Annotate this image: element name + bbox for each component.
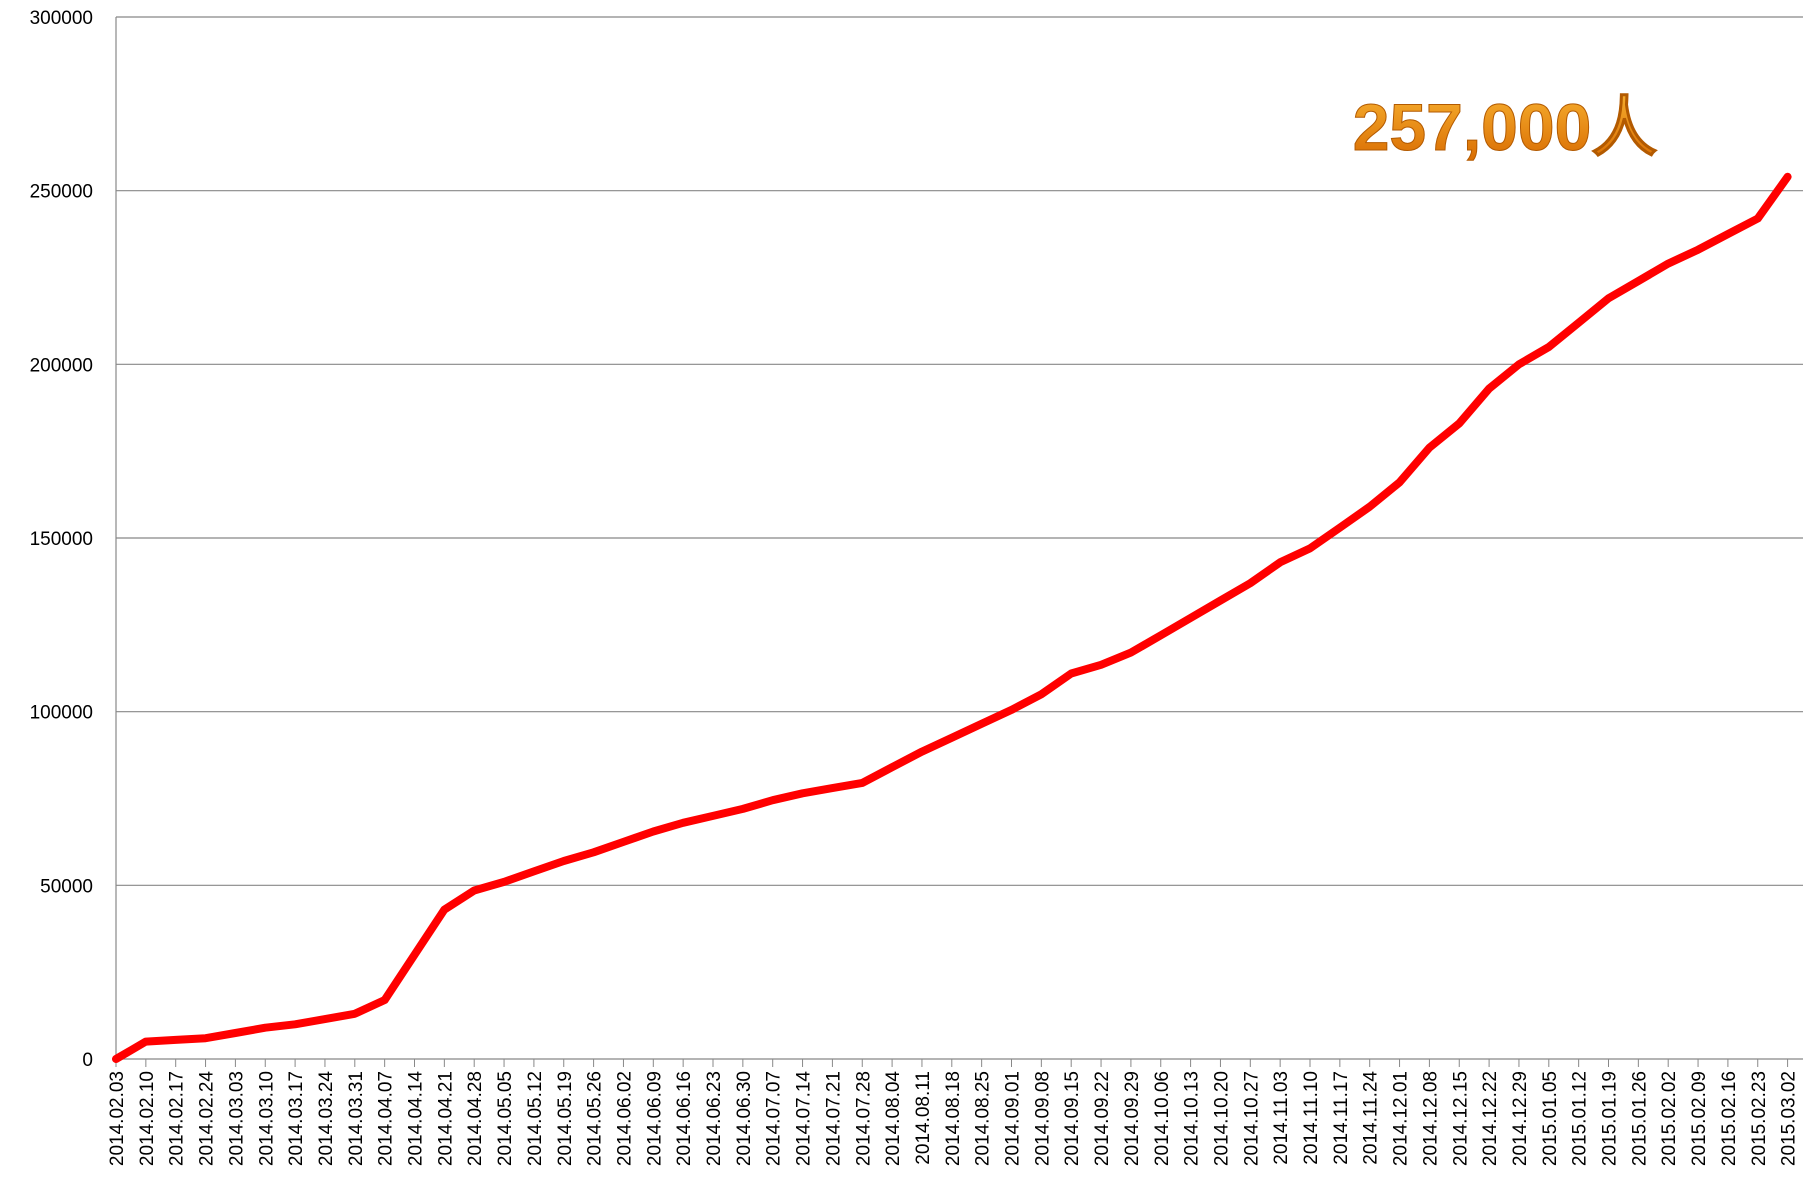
x-tick-label: 2014.07.28 — [853, 1071, 874, 1166]
y-tick-label: 0 — [82, 1050, 93, 1071]
x-tick-label: 2014.09.08 — [1032, 1071, 1053, 1166]
x-tick-label: 2014.10.20 — [1211, 1071, 1232, 1166]
x-tick-label: 2014.04.21 — [435, 1071, 456, 1166]
x-tick-label: 2014.09.29 — [1122, 1071, 1143, 1166]
x-tick-label: 2014.12.08 — [1420, 1071, 1441, 1166]
x-tick-label: 2014.07.07 — [764, 1071, 785, 1166]
y-tick-label: 250000 — [30, 182, 93, 203]
x-tick-label: 2014.02.03 — [107, 1071, 128, 1166]
x-tick-label: 2014.12.01 — [1391, 1071, 1412, 1166]
x-tick-label: 2014.10.27 — [1241, 1071, 1262, 1166]
x-tick-label: 2015.02.09 — [1689, 1071, 1710, 1166]
x-tick-label: 2014.11.24 — [1361, 1071, 1382, 1165]
x-tick-label: 2014.04.07 — [376, 1071, 397, 1166]
x-tick-label: 2014.06.09 — [644, 1071, 665, 1166]
x-tick-label: 2014.08.18 — [943, 1071, 964, 1166]
annotation: 257,000人 — [1353, 90, 1658, 164]
x-tick-label: 2014.09.22 — [1092, 1071, 1113, 1166]
x-tick-label: 2014.05.12 — [525, 1071, 546, 1166]
x-tick-label: 2014.08.25 — [973, 1071, 994, 1166]
y-tick-label: 100000 — [30, 703, 93, 724]
x-tick-label: 2014.03.24 — [316, 1071, 337, 1167]
x-tick-label: 2015.02.23 — [1749, 1071, 1770, 1166]
line — [112, 172, 1792, 1063]
x-tick-label: 2014.08.04 — [883, 1071, 904, 1167]
x-tick-label: 2014.10.13 — [1182, 1071, 1203, 1166]
x-tick-label: 2014.05.19 — [555, 1071, 576, 1166]
x-tick-label: 2014.06.30 — [734, 1071, 755, 1166]
x-tick-label: 2014.12.15 — [1450, 1071, 1471, 1166]
x-tick-label: 2014.07.21 — [823, 1071, 844, 1166]
x-tick-label: 2015.03.02 — [1779, 1071, 1800, 1166]
y-tick-label: 200000 — [30, 355, 93, 376]
x-tick-label: 2015.02.02 — [1659, 1071, 1680, 1166]
y-tick-label: 300000 — [30, 8, 93, 29]
x-tick-label: 2015.01.12 — [1570, 1071, 1591, 1166]
x-tick-label: 2014.05.05 — [495, 1071, 516, 1166]
x-tick-label: 2014.04.14 — [406, 1071, 427, 1167]
y-tick-label: 150000 — [30, 529, 93, 550]
x-tick-label: 2014.11.03 — [1271, 1071, 1292, 1165]
x-tick-label: 2014.11.10 — [1301, 1071, 1322, 1165]
x-tick-label: 2014.02.10 — [137, 1071, 158, 1166]
x-tick-label: 2015.01.05 — [1540, 1071, 1561, 1166]
x-tick-label: 2014.03.03 — [226, 1071, 247, 1166]
x-tick-label: 2015.01.26 — [1629, 1071, 1650, 1166]
x-tick-label: 2014.09.15 — [1062, 1071, 1083, 1166]
x-tick-label: 2014.12.29 — [1510, 1071, 1531, 1166]
x-tick-label: 2014.10.06 — [1152, 1071, 1173, 1166]
x-tick-label: 2014.06.23 — [704, 1071, 725, 1166]
x-tick-label: 2014.07.14 — [794, 1071, 815, 1167]
x-tick-label: 2014.02.24 — [197, 1071, 218, 1167]
x-tick-label: 2015.02.16 — [1719, 1071, 1740, 1166]
x-tick-label: 2014.03.17 — [286, 1071, 307, 1166]
x-tick-label: 2014.11.17 — [1331, 1071, 1352, 1165]
x-tick-label: 2014.09.01 — [1003, 1071, 1024, 1166]
x-tick-label: 2014.08.11 — [913, 1071, 934, 1165]
x-tick-label: 2014.03.10 — [256, 1071, 277, 1166]
y-tick-label: 50000 — [40, 876, 93, 897]
x-tick-label: 2014.06.16 — [674, 1071, 695, 1166]
x-tick-label: 2014.12.22 — [1480, 1071, 1501, 1166]
x-tick-label: 2015.01.19 — [1600, 1071, 1621, 1166]
x-tick-label: 2014.02.17 — [167, 1071, 188, 1166]
x-tick-label: 2014.06.02 — [614, 1071, 635, 1166]
x-tick-label: 2014.05.26 — [585, 1071, 606, 1166]
x-tick-label: 2014.03.31 — [346, 1071, 367, 1166]
x-tick-label: 2014.04.28 — [465, 1071, 486, 1166]
